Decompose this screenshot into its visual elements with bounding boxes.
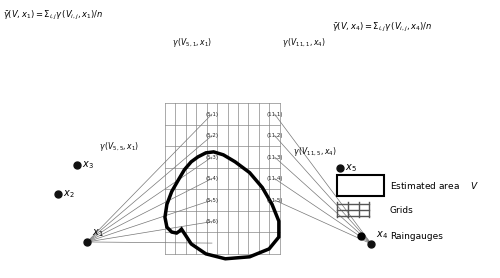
Text: Grids: Grids [390,206,413,215]
Text: (11,5): (11,5) [266,198,283,203]
Text: $x_1$: $x_1$ [92,227,104,239]
Text: (5,2): (5,2) [206,133,218,138]
Text: $\gamma\,(V_{5,1}, x_1)$: $\gamma\,(V_{5,1}, x_1)$ [172,36,212,49]
Text: (11,3): (11,3) [266,155,283,160]
Text: Estimated area    $V$: Estimated area $V$ [390,180,478,191]
Text: (11,2): (11,2) [266,133,283,138]
Text: (5,1): (5,1) [206,111,218,116]
Text: $x_5$: $x_5$ [345,162,357,173]
Text: (5,4): (5,4) [206,176,218,181]
Text: (5,5): (5,5) [206,198,218,203]
Text: $x_3$: $x_3$ [82,159,94,171]
Text: $\bar{\gamma}(V, x_4) = \Sigma_{i,j}\gamma\,(V_{i,j}, x_4)/n$: $\bar{\gamma}(V, x_4) = \Sigma_{i,j}\gam… [332,21,433,34]
Text: (11,1): (11,1) [266,111,283,116]
Text: $\gamma\,(V_{5,5}, x_1)$: $\gamma\,(V_{5,5}, x_1)$ [98,140,139,153]
Text: (11,4): (11,4) [266,176,283,181]
FancyBboxPatch shape [338,175,384,197]
Text: $\gamma\,(V_{11,1}, x_4)$: $\gamma\,(V_{11,1}, x_4)$ [282,36,326,49]
Text: (5,3): (5,3) [206,155,218,160]
Text: $x_4$: $x_4$ [376,229,388,241]
Text: (5,6): (5,6) [206,219,218,224]
Text: $x_2$: $x_2$ [62,188,74,200]
Text: $\gamma\,(V_{11,5}, x_4)$: $\gamma\,(V_{11,5}, x_4)$ [294,145,337,158]
Text: Raingauges: Raingauges [390,232,442,240]
Text: $\bar{\gamma}(V, x_1) = \Sigma_{i,j}\gamma\,(V_{i,j}, x_1)/n$: $\bar{\gamma}(V, x_1) = \Sigma_{i,j}\gam… [4,9,104,23]
